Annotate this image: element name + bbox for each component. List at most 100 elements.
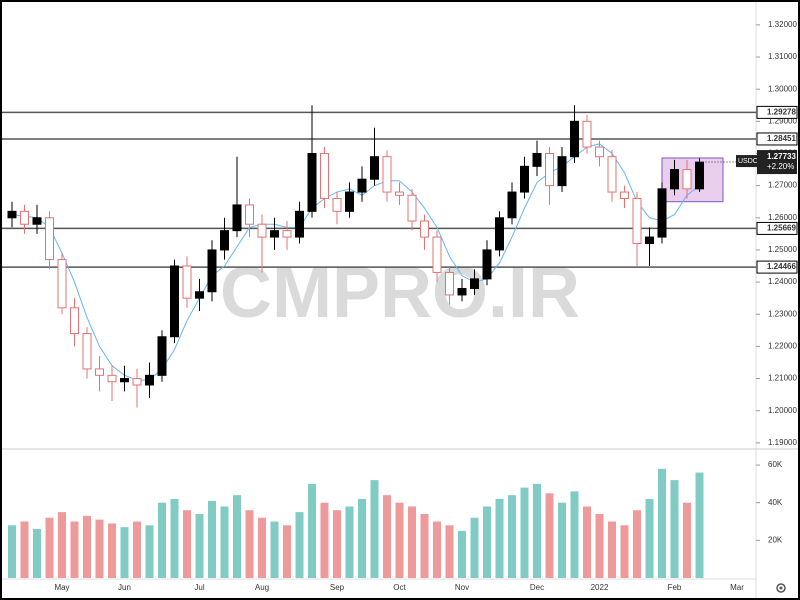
candle-body bbox=[7, 210, 17, 219]
candle-body bbox=[682, 169, 692, 190]
candle-body bbox=[132, 378, 142, 386]
candle-body bbox=[295, 210, 304, 238]
candle-body bbox=[607, 156, 617, 193]
candle-body bbox=[20, 210, 29, 225]
candle-body bbox=[407, 194, 417, 222]
volume-bar bbox=[320, 502, 329, 578]
candle-body bbox=[382, 156, 392, 193]
volume-bar bbox=[383, 495, 391, 578]
volume-bar bbox=[158, 502, 166, 578]
candle-body bbox=[320, 152, 329, 199]
candle-body bbox=[445, 271, 454, 296]
candle-body bbox=[620, 191, 629, 199]
volume-bar bbox=[8, 525, 16, 578]
candle-body bbox=[57, 259, 67, 309]
x-tick-label: May bbox=[54, 583, 69, 592]
level-label: 1.24466 bbox=[767, 262, 796, 271]
candle-body bbox=[82, 333, 92, 370]
volume-bar bbox=[270, 521, 279, 578]
y-tick-label: 1.24000 bbox=[768, 277, 797, 286]
candle-body bbox=[307, 152, 317, 212]
y-tick-label: 1.27000 bbox=[768, 181, 797, 190]
candle-body bbox=[245, 204, 254, 225]
candle-body bbox=[670, 169, 679, 190]
candle-body bbox=[570, 120, 579, 158]
y-tick-label: 1.21000 bbox=[768, 374, 797, 383]
candle-body bbox=[270, 230, 279, 238]
candle-body bbox=[370, 156, 379, 180]
candle-body bbox=[357, 178, 367, 193]
x-tick-label: 2022 bbox=[591, 583, 609, 592]
volume-bar bbox=[670, 480, 679, 578]
volume-bar bbox=[358, 498, 366, 578]
volume-bar bbox=[658, 468, 666, 578]
volume-bar bbox=[545, 493, 554, 578]
candle-body bbox=[695, 161, 704, 190]
x-tick-label: Dec bbox=[530, 583, 544, 592]
volume-bar bbox=[195, 514, 204, 578]
candle-body bbox=[332, 197, 342, 212]
settings-icon[interactable] bbox=[776, 583, 786, 593]
volume-bar bbox=[258, 517, 266, 578]
last-price-label: 1.27733 bbox=[767, 152, 796, 161]
x-tick-label: Sep bbox=[330, 583, 345, 592]
volume-bar bbox=[20, 521, 29, 578]
level-label: 1.25669 bbox=[767, 224, 796, 233]
candle-body bbox=[657, 188, 667, 238]
candle-body bbox=[432, 236, 442, 273]
candle-body bbox=[420, 220, 429, 238]
symbol-label: USDCAD bbox=[738, 158, 768, 165]
y-tick-label: 1.26000 bbox=[768, 213, 797, 222]
candle-body bbox=[495, 217, 504, 251]
last-price-box bbox=[757, 150, 797, 175]
volume-bar bbox=[295, 512, 304, 578]
volume-bar bbox=[583, 506, 591, 578]
moving-average bbox=[11, 143, 700, 381]
volume-bar bbox=[83, 515, 91, 578]
volume-bar bbox=[458, 530, 466, 578]
candle-body bbox=[220, 230, 229, 251]
level-label-box bbox=[756, 132, 798, 146]
candle-body bbox=[532, 152, 542, 167]
x-tick-label: Aug bbox=[255, 583, 269, 592]
volume-bar bbox=[233, 495, 241, 578]
volume-bar bbox=[133, 521, 141, 578]
candle-body bbox=[207, 249, 217, 293]
candle-body bbox=[32, 217, 42, 225]
volume-tick-label: 60K bbox=[768, 460, 783, 469]
volume-bar bbox=[508, 495, 516, 578]
x-tick-label: Feb bbox=[668, 583, 682, 592]
volume-bar bbox=[333, 510, 341, 578]
candle-body bbox=[232, 204, 242, 232]
volume-bar bbox=[645, 498, 654, 578]
candle-body bbox=[595, 146, 604, 158]
volume-bar bbox=[120, 527, 129, 578]
candle-body bbox=[95, 368, 104, 376]
volume-bar bbox=[70, 521, 79, 578]
candle-body bbox=[395, 191, 404, 196]
level-label-box bbox=[756, 260, 798, 274]
y-tick-label: 1.25000 bbox=[768, 245, 797, 254]
volume-bar bbox=[408, 506, 416, 578]
y-tick-label: 1.22000 bbox=[768, 342, 797, 351]
volume-bar bbox=[533, 483, 541, 578]
volume-bar bbox=[595, 514, 604, 578]
y-tick-label: 1.19000 bbox=[768, 438, 797, 447]
volume-bar bbox=[283, 525, 291, 578]
volume-bar bbox=[433, 521, 441, 578]
volume-bar bbox=[308, 483, 316, 578]
volume-bar bbox=[483, 506, 491, 578]
candle-body bbox=[520, 165, 529, 193]
candle-body bbox=[545, 152, 554, 187]
volume-bar bbox=[145, 525, 154, 578]
level-label-box bbox=[756, 221, 798, 235]
volume-bar bbox=[95, 519, 104, 578]
change-label: +2.20% bbox=[767, 162, 794, 171]
x-tick-label: Jul bbox=[194, 583, 204, 592]
volume-bar bbox=[620, 525, 629, 578]
candle-body bbox=[282, 230, 292, 238]
volume-bar bbox=[470, 517, 479, 578]
y-tick-label: 1.31000 bbox=[768, 52, 797, 61]
x-tick-label: Mar bbox=[730, 583, 744, 592]
